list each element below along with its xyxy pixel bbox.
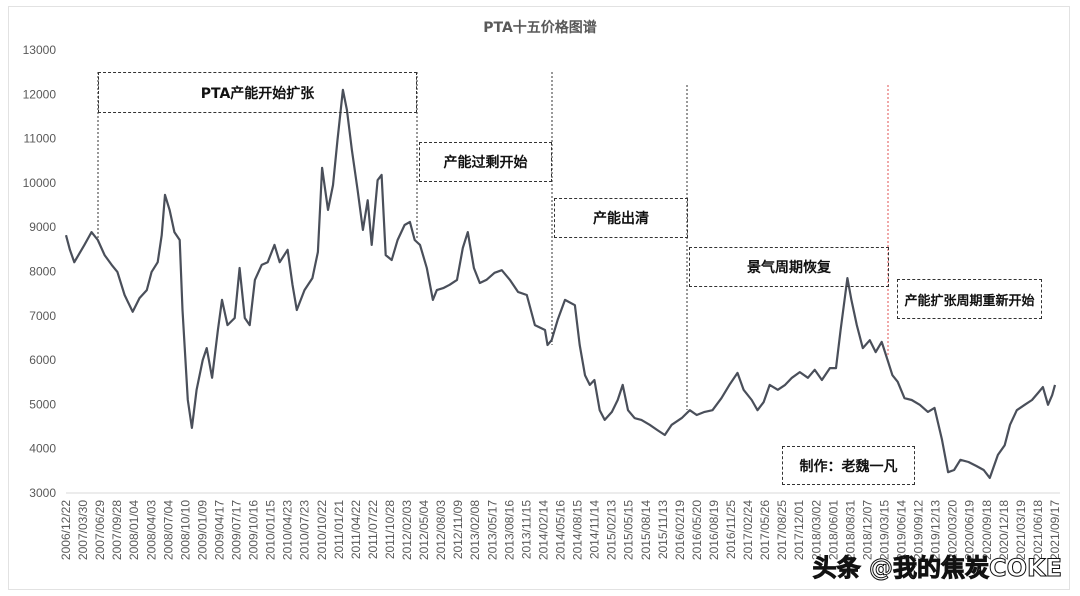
x-tick-label: 2012/08/03 — [434, 500, 448, 560]
y-tick-label: 5000 — [29, 397, 56, 411]
annotation-new-expansion: 产能扩张周期重新开始 — [897, 279, 1042, 319]
x-tick-label: 2010/04/23 — [281, 500, 295, 560]
x-tick-label: 2010/01/15 — [264, 500, 278, 560]
annotation-pta-expansion: PTA产能开始扩张 — [98, 72, 417, 113]
x-tick-label: 2016/02/19 — [673, 500, 687, 560]
x-tick-label: 2021/03/19 — [1014, 500, 1028, 560]
watermark: 头条 @我的焦炭COKE — [812, 554, 1062, 583]
chart-title: PTA十五价格图谱 — [483, 20, 597, 36]
x-tick-label: 2016/05/20 — [690, 500, 704, 560]
x-tick-label: 2013/05/17 — [485, 500, 499, 560]
x-tick-label: 2020/06/19 — [963, 500, 977, 560]
x-tick-label: 2013/08/16 — [502, 500, 516, 560]
x-tick-label: 2020/09/18 — [980, 500, 994, 560]
x-tick-label: 2017/05/26 — [758, 500, 772, 560]
y-tick-label: 3000 — [29, 486, 56, 500]
x-tick-label: 2015/11/13 — [656, 500, 670, 559]
chart-frame — [8, 6, 1070, 590]
x-tick-label: 2020/12/18 — [997, 500, 1011, 560]
x-tick-label: 2012/02/03 — [400, 500, 414, 560]
x-tick-label: 2008/01/04 — [127, 500, 141, 560]
x-tick-label: 2021/06/18 — [1031, 500, 1045, 560]
x-tick-label: 2009/07/17 — [230, 500, 244, 560]
x-tick-label: 2014/02/14 — [536, 500, 550, 560]
x-tick-label: 2006/12/22 — [59, 500, 73, 560]
x-tick-label: 2007/09/28 — [110, 500, 124, 560]
x-tick-label: 2011/04/22 — [349, 500, 363, 559]
x-tick-label: 2010/10/22 — [315, 500, 329, 560]
y-tick-label: 9000 — [29, 220, 56, 234]
x-tick-label: 2007/03/30 — [76, 500, 90, 560]
x-tick-label: 2016/08/19 — [707, 500, 721, 560]
x-tick-label: 2014/05/16 — [554, 500, 568, 560]
x-tick-label: 2009/01/09 — [195, 500, 209, 560]
x-tick-label: 2014/08/15 — [571, 500, 585, 560]
x-tick-label: 2013/02/08 — [468, 500, 482, 560]
x-tick-label: 2011/01/21 — [332, 500, 346, 559]
y-tick-label: 11000 — [24, 132, 57, 146]
y-tick-label: 10000 — [23, 176, 57, 190]
x-tick-label: 2015/02/13 — [605, 500, 619, 560]
x-tick-label: 2019/03/15 — [877, 500, 891, 560]
x-tick-label: 2010/07/23 — [298, 500, 312, 560]
x-tick-label: 2018/06/01 — [826, 500, 840, 560]
x-tick-label: 2011/07/22 — [366, 500, 380, 559]
y-tick-label: 12000 — [23, 87, 57, 101]
x-tick-label: 2019/12/13 — [929, 500, 943, 560]
x-tick-label: 2014/11/14 — [588, 500, 602, 559]
x-tick-label: 2007/06/29 — [93, 500, 107, 560]
x-tick-label: 2016/11/25 — [724, 500, 738, 559]
x-tick-label: 2008/10/10 — [178, 500, 192, 560]
y-tick-label: 7000 — [29, 309, 56, 323]
annotation-cycle-recovery: 景气周期恢复 — [689, 247, 889, 287]
x-tick-label: 2013/11/15 — [519, 500, 533, 559]
x-tick-label: 2018/12/07 — [860, 500, 874, 560]
x-tick-label: 2017/12/01 — [792, 500, 806, 560]
x-tick-label: 2015/05/15 — [622, 500, 636, 560]
x-tick-label: 2020/03/20 — [946, 500, 960, 560]
annotation-capacity-clearing: 产能出清 — [554, 198, 688, 238]
x-tick-label: 2012/11/09 — [451, 500, 465, 559]
x-tick-label: 2017/08/25 — [775, 500, 789, 560]
x-tick-label: 2018/03/02 — [809, 500, 823, 560]
y-tick-label: 13000 — [23, 43, 57, 57]
x-tick-label: 2015/08/14 — [639, 500, 653, 560]
annotation-overcapacity: 产能过剩开始 — [419, 142, 552, 182]
x-tick-label: 2008/07/04 — [161, 500, 175, 560]
x-tick-label: 2019/09/12 — [912, 500, 926, 560]
y-tick-label: 6000 — [29, 353, 56, 367]
author-credit: 制作：老魏一凡 — [782, 446, 915, 485]
x-tick-label: 2019/06/14 — [895, 500, 909, 560]
x-tick-label: 2009/10/16 — [247, 500, 261, 560]
x-tick-label: 2009/04/17 — [212, 500, 226, 560]
x-tick-label: 2018/08/31 — [843, 500, 857, 560]
y-tick-label: 8000 — [29, 265, 56, 279]
x-tick-label: 2017/02/24 — [741, 500, 755, 560]
y-tick-label: 4000 — [29, 442, 56, 456]
x-tick-label: 2008/04/03 — [144, 500, 158, 560]
x-tick-label: 2012/05/04 — [417, 500, 431, 560]
pta-price-line — [64, 88, 1057, 479]
x-tick-label: 2011/10/28 — [383, 500, 397, 559]
x-tick-label: 2021/09/17 — [1048, 500, 1062, 560]
